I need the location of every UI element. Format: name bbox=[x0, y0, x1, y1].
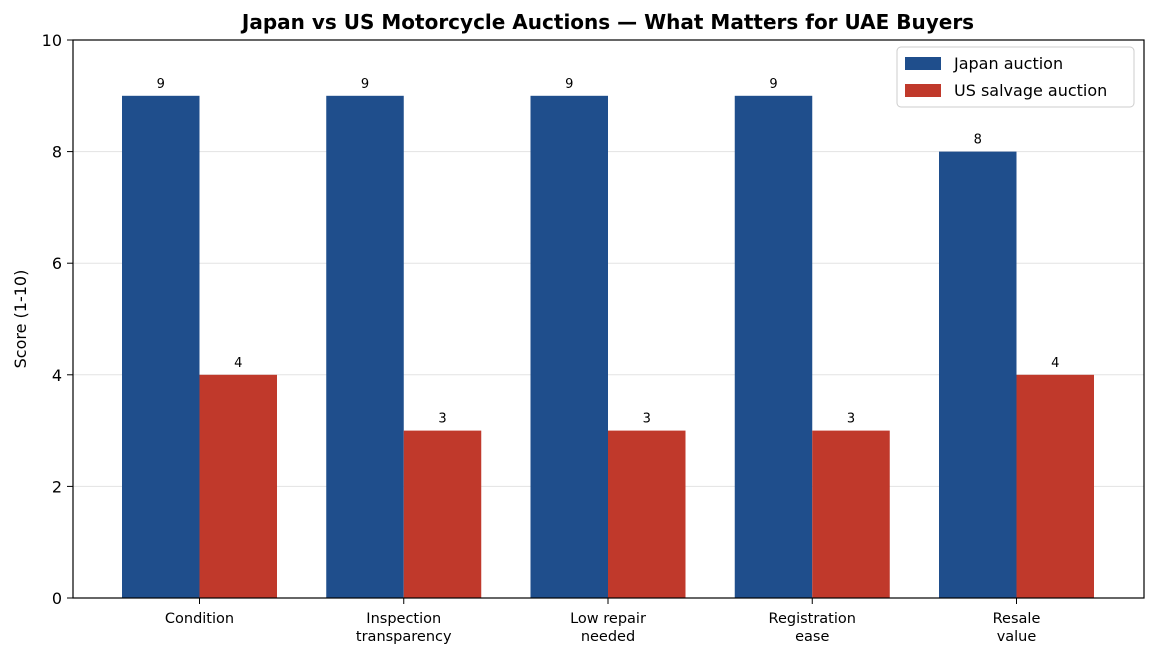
bar bbox=[122, 95, 200, 599]
bar-value-label: 4 bbox=[234, 356, 242, 371]
bar-value-label: 3 bbox=[847, 412, 855, 427]
bar bbox=[939, 151, 1017, 598]
y-axis-label: Score (1-10) bbox=[11, 270, 30, 369]
y-tick-label: 2 bbox=[52, 477, 62, 496]
y-tick-label: 8 bbox=[52, 143, 62, 162]
legend-frame bbox=[896, 46, 1135, 108]
x-tick-label-line: Resale bbox=[993, 611, 1041, 627]
x-tick-label: Registration ease bbox=[769, 611, 856, 645]
bars-group bbox=[122, 95, 1094, 599]
x-tick-label-line: ease bbox=[795, 629, 829, 645]
bar-value-label: 8 bbox=[974, 133, 982, 148]
y-tick-label: 10 bbox=[42, 31, 62, 50]
legend-label: US salvage auction bbox=[954, 81, 1107, 100]
bar-value-label: 9 bbox=[157, 77, 165, 92]
x-tick-label-line: transparency bbox=[356, 629, 452, 645]
bar bbox=[403, 430, 482, 598]
x-tick-label-line: value bbox=[997, 629, 1037, 645]
bar-value-label: 9 bbox=[769, 77, 777, 92]
x-tick-label: Condition bbox=[165, 611, 234, 627]
legend-label: Japan auction bbox=[953, 54, 1063, 73]
legend-swatch bbox=[905, 57, 941, 70]
x-tick-label-line: Low repair bbox=[570, 611, 646, 627]
x-tick-label-line: Registration bbox=[769, 611, 856, 627]
bar bbox=[1016, 374, 1094, 598]
bar-value-label: 9 bbox=[565, 77, 573, 92]
y-axis-ticks: 0 2 4 6 8 10 bbox=[42, 31, 73, 608]
bar-value-label: 9 bbox=[361, 77, 369, 92]
x-tick-label: Resale value bbox=[993, 611, 1041, 645]
bar bbox=[199, 374, 277, 598]
chart-title: Japan vs US Motorcycle Auctions — What M… bbox=[240, 10, 974, 34]
y-tick-label: 4 bbox=[52, 366, 62, 385]
legend-swatch bbox=[905, 84, 941, 97]
bar bbox=[734, 95, 813, 599]
bar bbox=[530, 95, 608, 599]
data-labels-group: 9 4 9 3 9 3 9 3 8 4 bbox=[157, 77, 1060, 427]
x-axis-ticks: Condition Inspection transparency Low repai… bbox=[165, 598, 1041, 645]
x-tick-label-line: Condition bbox=[165, 611, 234, 627]
y-tick-label: 0 bbox=[52, 589, 62, 608]
legend: Japan auction US salvage auction bbox=[896, 46, 1135, 108]
bar-value-label: 3 bbox=[643, 412, 651, 427]
y-tick-label: 6 bbox=[52, 254, 62, 273]
x-tick-label-line: needed bbox=[581, 629, 635, 645]
bar-value-label: 4 bbox=[1051, 356, 1059, 371]
x-tick-label: Inspection transparency bbox=[356, 611, 452, 645]
bar bbox=[608, 430, 686, 598]
bar bbox=[326, 95, 404, 599]
bar bbox=[812, 430, 890, 598]
x-tick-label: Low repair needed bbox=[570, 611, 646, 645]
bar-value-label: 3 bbox=[438, 412, 446, 427]
x-tick-label-line: Inspection bbox=[366, 611, 441, 627]
